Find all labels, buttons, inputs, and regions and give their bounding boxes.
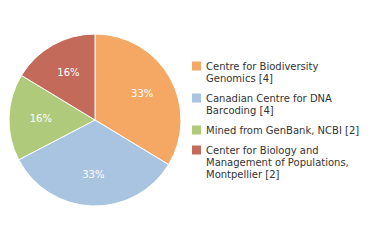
legend-label: Canadian Centre for DNABarcoding [4]	[206, 93, 332, 116]
legend-label: Mined from GenBank, NCBI [2]	[206, 125, 359, 136]
data-label: 16%	[30, 113, 52, 124]
legend-item: Centre for BiodiversityGenomics [4]	[192, 61, 319, 84]
legend-swatch	[192, 126, 201, 135]
legend-item: Canadian Centre for DNABarcoding [4]	[192, 93, 332, 116]
pie	[9, 34, 181, 206]
pie-slice	[21, 34, 95, 120]
data-label: 33%	[82, 169, 104, 180]
data-labels: 33% 33% 16% 16%	[30, 67, 154, 179]
legend-item: Mined from GenBank, NCBI [2]	[192, 125, 359, 136]
legend-swatch	[192, 94, 201, 103]
legend-item: Center for Biology andManagement of Popu…	[192, 145, 349, 180]
data-label: 33%	[131, 88, 153, 99]
legend-label: Center for Biology andManagement of Popu…	[206, 145, 349, 180]
legend-swatch	[192, 146, 201, 155]
legend-label: Centre for BiodiversityGenomics [4]	[206, 61, 319, 84]
legend: Centre for BiodiversityGenomics [4] Canad…	[192, 61, 359, 180]
chart: 33% 33% 16% 16% Centre for BiodiversityGenom…	[0, 0, 380, 240]
data-label: 16%	[57, 67, 79, 78]
legend-swatch	[192, 62, 201, 71]
